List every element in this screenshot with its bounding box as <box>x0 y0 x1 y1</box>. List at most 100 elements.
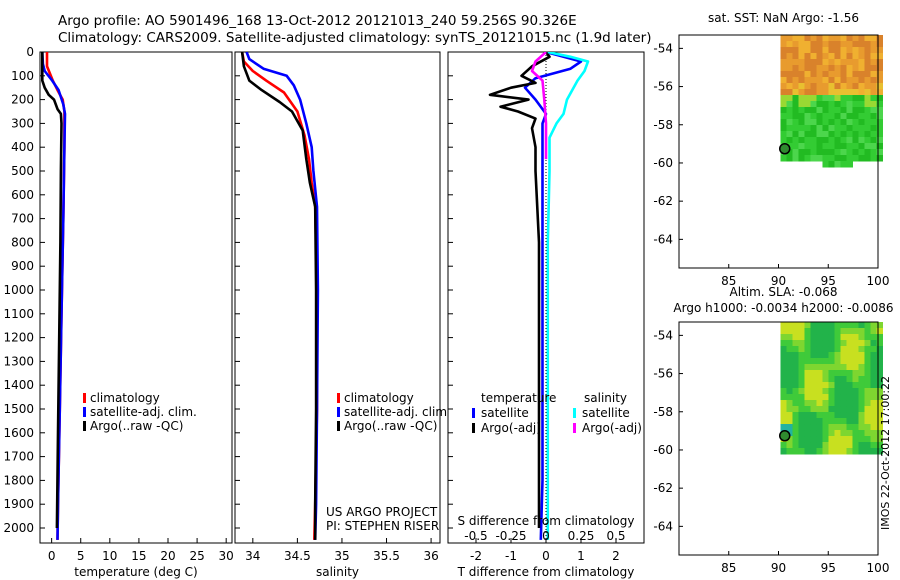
map-cell <box>876 322 883 329</box>
map-cell <box>810 101 817 108</box>
map-cell <box>864 107 871 114</box>
map-cell <box>840 137 847 144</box>
map-cell <box>846 328 853 335</box>
y-tick-label: 700 <box>11 212 34 226</box>
map-cell <box>864 137 871 144</box>
y-tick-label: -54 <box>653 328 673 342</box>
map-cell <box>846 430 853 437</box>
map-cell <box>864 328 871 335</box>
map-cell <box>822 394 829 401</box>
x-tick-label: 25 <box>189 549 204 563</box>
map-cell <box>810 35 817 42</box>
map-cell <box>810 113 817 120</box>
map-cell <box>816 125 823 132</box>
map-cell <box>780 131 787 138</box>
map-cell <box>828 77 835 84</box>
map-cell <box>858 53 865 60</box>
map-cell <box>864 65 871 72</box>
map-cell <box>804 131 811 138</box>
map-cell <box>810 358 817 365</box>
map-title: Altim. SLA: -0.068 <box>729 285 837 299</box>
map-cell <box>810 418 817 425</box>
map-cell <box>780 400 787 407</box>
map-cell <box>828 436 835 443</box>
map-cell <box>870 143 877 150</box>
map-cell <box>834 418 841 425</box>
map-cell <box>804 388 811 395</box>
map-cell <box>870 65 877 72</box>
map-cell <box>870 107 877 114</box>
map-cell <box>834 47 841 54</box>
map-cell <box>828 448 835 455</box>
map-cell <box>834 89 841 96</box>
legend-group-title: temperature <box>481 391 556 405</box>
map-subtitle: Argo h1000: -0.0034 h2000: -0.0086 <box>673 301 893 315</box>
x-tick-label: 35.5 <box>373 549 400 563</box>
map-cell <box>780 89 787 96</box>
map-cell <box>840 382 847 389</box>
series-line <box>240 52 318 540</box>
map-cell <box>864 418 871 425</box>
map-cell <box>834 107 841 114</box>
map-cell <box>876 412 883 419</box>
map-cell <box>786 83 793 90</box>
map-cell <box>846 424 853 431</box>
map-cell <box>780 101 787 108</box>
map-cell <box>840 71 847 78</box>
map-cell <box>840 418 847 425</box>
map-cell <box>846 448 853 455</box>
map-cell <box>828 161 835 168</box>
map-cell <box>792 95 799 102</box>
map-cell <box>792 394 799 401</box>
map-cell <box>798 436 805 443</box>
x-tick-label: 0 <box>542 549 550 563</box>
map-cell <box>876 376 883 383</box>
map-cell <box>780 388 787 395</box>
map-cell <box>798 328 805 335</box>
y-tick-label: 1700 <box>3 450 34 464</box>
map-cell <box>870 412 877 419</box>
map-cell <box>780 119 787 126</box>
map-cell <box>840 161 847 168</box>
map-cell <box>816 382 823 389</box>
map-cell <box>780 155 787 162</box>
map-cell <box>834 59 841 66</box>
map-cell <box>804 59 811 66</box>
map-cell <box>864 35 871 42</box>
map-cell <box>870 119 877 126</box>
map-cell <box>816 418 823 425</box>
y-tick-label: 2000 <box>3 521 34 535</box>
map-cell <box>798 400 805 407</box>
map-cell <box>822 334 829 341</box>
map-cell <box>846 436 853 443</box>
map-cell <box>810 424 817 431</box>
legend-swatch <box>83 407 86 417</box>
map-cell <box>822 364 829 371</box>
map-cell <box>816 119 823 126</box>
map-cell <box>828 149 835 156</box>
map-cell <box>810 382 817 389</box>
map-cell <box>870 340 877 347</box>
map-cell <box>846 382 853 389</box>
map-cell <box>780 394 787 401</box>
map-cell <box>870 59 877 66</box>
map-cell <box>846 83 853 90</box>
map-cell <box>786 394 793 401</box>
x-tick-label: 100 <box>867 274 890 288</box>
map-cell <box>870 53 877 60</box>
y-tick-label: 1000 <box>3 283 34 297</box>
map-cell <box>834 394 841 401</box>
map-cell <box>822 346 829 353</box>
map-cell <box>834 412 841 419</box>
map-cell <box>822 382 829 389</box>
map-cell <box>846 131 853 138</box>
map-cell <box>840 328 847 335</box>
x-tick-label: 85 <box>721 561 736 575</box>
map-cell <box>822 430 829 437</box>
map-cell <box>840 65 847 72</box>
map-cell <box>786 137 793 144</box>
map-cell <box>816 334 823 341</box>
map-cell <box>810 442 817 449</box>
map-cell <box>864 89 871 96</box>
map-cell <box>828 334 835 341</box>
